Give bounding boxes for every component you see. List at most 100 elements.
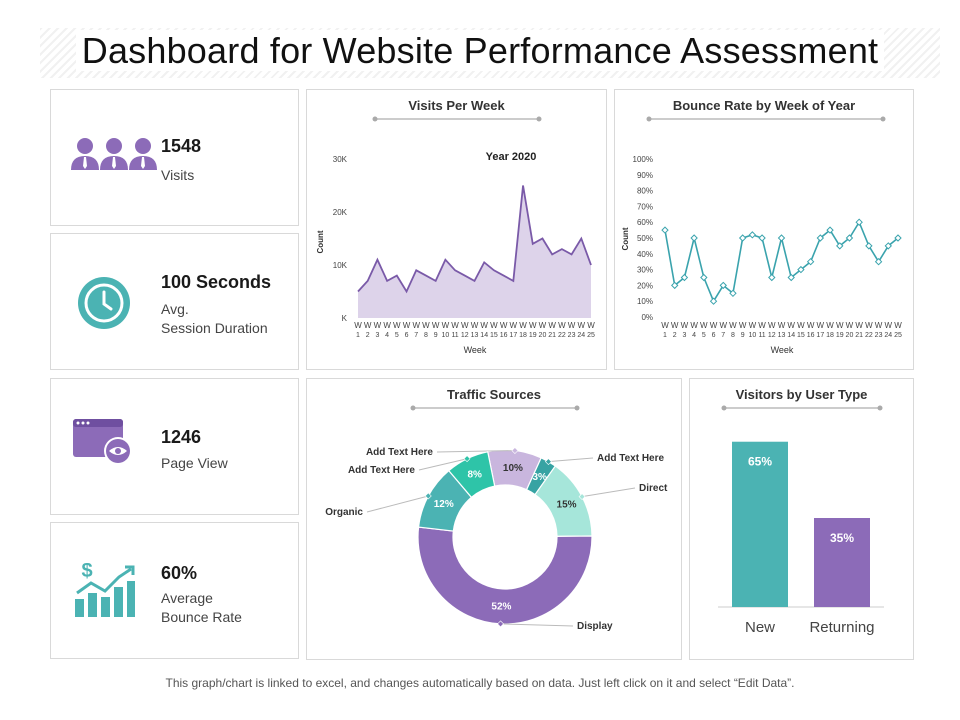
x-tick-label: 14 [480, 332, 488, 339]
y-tick-label: 70% [637, 202, 653, 211]
y-tick-label: 100% [633, 155, 653, 164]
divider-dot [410, 405, 416, 411]
x-tick-label: 2 [673, 332, 677, 339]
slice-value-label: 10% [503, 463, 523, 474]
x-tick-label: 10 [441, 332, 449, 339]
data-point [884, 242, 892, 250]
data-point [787, 273, 795, 282]
divider-dot [877, 405, 883, 411]
x-tick-label: W [364, 321, 372, 330]
divider-dot [880, 116, 886, 122]
y-tick-label: K [342, 314, 348, 323]
kpi-card-bounce: $ 60% Average Bounce Rate [50, 522, 299, 659]
divider-dot [574, 405, 580, 411]
leader-line [581, 487, 636, 498]
x-tick-label: 21 [855, 332, 863, 339]
data-point [816, 234, 825, 242]
bar-value-label: 35% [830, 531, 854, 545]
x-tick-label: 1 [356, 332, 360, 339]
kpi-label: Average Bounce Rate [161, 590, 242, 625]
data-point [894, 234, 902, 242]
data-point [768, 273, 776, 282]
x-tick-label: 6 [405, 332, 409, 339]
bar-value-label: 65% [748, 455, 772, 469]
kpi-card-pageview: 1246 Page View [50, 378, 299, 515]
x-tick-label: W [807, 321, 815, 330]
kpi-value: 60% [161, 563, 198, 583]
leader-marker [463, 455, 471, 463]
leader-marker [544, 458, 552, 466]
x-axis-label: Week [771, 345, 794, 355]
x-tick-label: W [885, 321, 893, 330]
leader-line [418, 458, 468, 471]
chart-subtitle: Year 2020 [486, 151, 537, 163]
x-tick-label: W [432, 321, 440, 330]
slice-value-label: 12% [434, 499, 454, 510]
x-tick-label: W [681, 321, 689, 330]
browser-eye-icon [73, 419, 132, 465]
data-point [671, 281, 679, 290]
y-tick-label: 0% [641, 313, 653, 322]
x-tick-label: 4 [692, 332, 696, 339]
slice-category-label: Organic [325, 507, 363, 518]
chart-title: Bounce Rate by Week of Year [672, 98, 856, 113]
x-tick-label: 14 [787, 332, 795, 339]
x-tick-label: 17 [816, 332, 824, 339]
x-tick-label: W [558, 321, 566, 330]
x-tick-label: W [403, 321, 411, 330]
x-tick-label: W [519, 321, 527, 330]
y-axis-label: Count [316, 230, 325, 253]
x-tick-label: 15 [797, 332, 805, 339]
slice-category-label: Add Text Here [348, 465, 415, 476]
data-point [729, 289, 737, 298]
x-tick-label: 7 [721, 332, 725, 339]
chart-title: Traffic Sources [447, 387, 541, 402]
x-tick-label: W [480, 321, 488, 330]
x-tick-label: 19 [836, 332, 844, 339]
x-tick-label: 23 [568, 332, 576, 339]
x-tick-label: W [412, 321, 420, 330]
x-tick-label: W [539, 321, 547, 330]
x-tick-label: W [461, 321, 469, 330]
donut-slice [447, 451, 496, 499]
chart-title: Visits Per Week [408, 98, 505, 113]
slice-value-label: 8% [467, 469, 482, 480]
x-tick-label: 11 [451, 332, 458, 339]
svg-text:$: $ [81, 563, 92, 582]
kpi-value: 1246 [161, 427, 202, 447]
x-tick-label: W [422, 321, 430, 330]
kpi-label: Page View [161, 455, 228, 471]
x-tick-label: 12 [461, 332, 469, 339]
x-tick-label: 8 [424, 332, 428, 339]
x-tick-label: 22 [865, 332, 873, 339]
x-tick-label: W [778, 321, 786, 330]
y-tick-label: 20% [637, 281, 653, 290]
x-tick-label: W [817, 321, 825, 330]
x-tick-label: 8 [731, 332, 735, 339]
x-tick-label: 13 [778, 332, 786, 339]
divider-dot [721, 405, 727, 411]
y-tick-label: 20K [333, 208, 348, 217]
x-tick-label: New [745, 619, 775, 636]
x-tick-label: W [719, 321, 727, 330]
x-tick-label: 11 [758, 332, 765, 339]
x-tick-label: W [855, 321, 863, 330]
x-tick-label: 21 [548, 332, 556, 339]
leader-marker [578, 493, 586, 501]
x-tick-label: W [471, 321, 479, 330]
x-tick-label: 5 [702, 332, 706, 339]
kpi-card-session: 100 Seconds Avg. Session Duration [50, 233, 299, 370]
bounce-chart: Count Week 0% 10% 20% 30% 40% 50% 60% 70% 80% 90%… [621, 116, 902, 355]
x-tick-label: W [768, 321, 776, 330]
visitors-chart-card: Visitors by User Type 65% New 35% Returning [689, 378, 914, 660]
data-point [874, 257, 883, 266]
data-point [855, 218, 863, 226]
slice-value-label: 15% [557, 500, 577, 511]
kpi-label: Visits [161, 167, 195, 183]
users-icon [71, 138, 157, 170]
x-tick-label: W [510, 321, 518, 330]
page-title: Dashboard for Website Performance Assess… [0, 30, 960, 72]
footnote: This graph/chart is linked to excel, and… [165, 676, 795, 690]
leader-marker [497, 620, 504, 628]
x-tick-label: 22 [558, 332, 566, 339]
